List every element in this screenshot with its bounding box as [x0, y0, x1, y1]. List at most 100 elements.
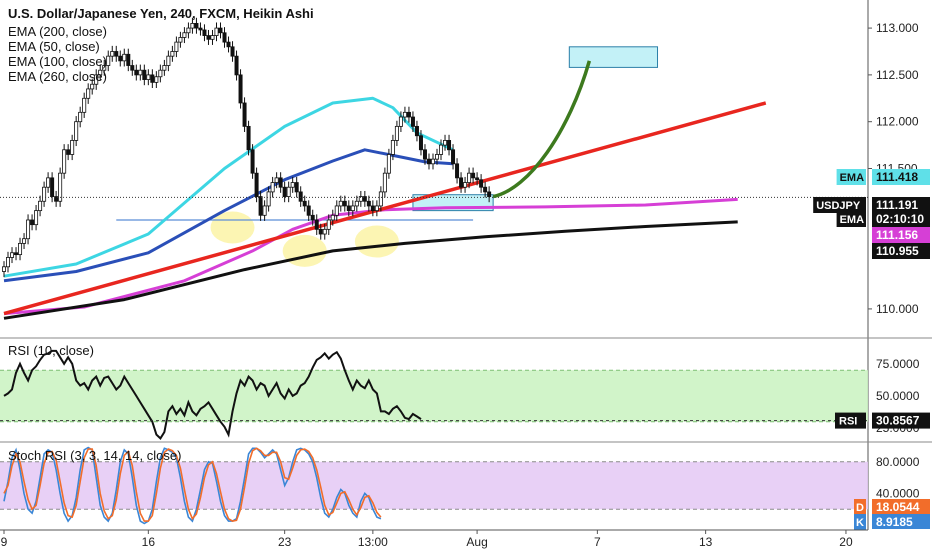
indicator-label: EMA (50, close)	[8, 39, 100, 54]
candle-body	[38, 200, 43, 212]
candle-body	[487, 191, 492, 197]
stoch-title: Stoch RSI (3, 3, 14, 14, close)	[8, 448, 181, 463]
candle-body	[326, 219, 331, 230]
candle-body	[138, 69, 143, 76]
candle-body	[122, 53, 127, 62]
x-tick-label: 13:00	[358, 535, 388, 549]
ema-line-1	[3, 148, 454, 283]
x-tick-label: 23	[278, 535, 292, 549]
candle-body	[186, 27, 191, 34]
candle-body	[330, 214, 335, 221]
price-tag-box	[813, 197, 866, 213]
y-tick-label: 112.000	[876, 115, 919, 129]
candle-body	[174, 41, 179, 52]
candle-body	[390, 140, 395, 155]
candle-body	[418, 135, 423, 151]
candle-body	[146, 74, 151, 80]
rsi-value-label: 30.8567	[876, 414, 920, 428]
candle-body	[166, 55, 171, 66]
candle-body	[190, 23, 195, 29]
candle-body	[198, 27, 203, 31]
candle-body	[194, 23, 199, 29]
candle-body	[278, 177, 283, 188]
candle-body	[410, 116, 415, 127]
candle-body	[242, 102, 247, 127]
highlight-ellipse	[354, 225, 399, 258]
candle-body	[475, 177, 480, 181]
stoch-value-label: 8.9185	[876, 515, 913, 529]
candle-body	[435, 154, 440, 160]
candle-body	[246, 125, 251, 151]
candle-body	[30, 219, 35, 226]
stoch-value-box	[872, 514, 930, 529]
main-pane: 113.000112.500112.000111.500110.000111.4…	[0, 0, 930, 530]
candle-body	[451, 149, 456, 165]
rsi-tag-label: RSI	[839, 416, 857, 428]
candle-body	[250, 149, 255, 174]
price-tag-box	[836, 211, 866, 227]
stoch-rsi-pane: 80.000040.000020.0000D18.0544K8.9185Stoc…	[0, 441, 932, 530]
candle-body	[254, 172, 259, 197]
candle-body	[306, 205, 311, 216]
rsi-value-box	[872, 412, 930, 429]
candle-body	[150, 74, 155, 83]
candle-body	[430, 158, 435, 165]
candle-body	[118, 55, 123, 62]
stoch-tag-label: D	[856, 502, 864, 514]
candle-body	[471, 172, 476, 179]
price-label-box	[872, 243, 930, 259]
candle-body	[358, 196, 363, 202]
candle-body	[270, 182, 275, 193]
countdown-label: 02:10:10	[876, 212, 924, 226]
x-tick-label: 13	[699, 535, 713, 549]
candle-body	[310, 214, 315, 221]
candle-body	[90, 83, 95, 90]
candle-body	[70, 140, 75, 155]
candle-body	[342, 200, 347, 207]
candle-body	[230, 46, 235, 57]
candle-body	[102, 65, 107, 71]
candle-body	[426, 158, 431, 165]
candle-body	[290, 182, 295, 188]
candle-body	[22, 238, 27, 244]
candle-body	[66, 149, 71, 155]
candle-body	[210, 35, 215, 40]
candle-body	[182, 32, 187, 38]
candle-body	[394, 125, 399, 141]
price-tag-label: EMA	[840, 214, 865, 226]
stoch-value-label: 18.0544	[876, 500, 920, 514]
price-tag-label: USDJPY	[816, 200, 861, 212]
zone-rectangle	[568, 46, 659, 68]
candle-body	[18, 242, 23, 256]
candle-body	[10, 252, 15, 258]
candle-body	[422, 149, 427, 160]
candle-body	[483, 186, 488, 193]
candle-body	[50, 177, 55, 197]
x-tick-label: 7	[594, 535, 601, 549]
candle-body	[234, 55, 239, 76]
stoch-tag-box	[854, 499, 866, 515]
candle-body	[318, 228, 323, 235]
rsi-line	[3, 349, 422, 440]
candle-body	[226, 41, 231, 48]
countdown-box	[872, 211, 930, 227]
candle-body	[238, 74, 243, 104]
candle-body	[206, 35, 211, 40]
candle-body	[74, 121, 79, 141]
price-label-box	[872, 227, 930, 243]
stoch-tag-label: K	[856, 517, 864, 529]
price-label-value: 111.418	[876, 170, 918, 184]
candle-body	[455, 163, 460, 179]
candle-body	[98, 69, 103, 76]
time-axis: 9 16 23 13:00 Aug 7 13 20	[0, 529, 868, 549]
candle-body	[459, 177, 464, 188]
stoch-tick-label: 80.0000	[876, 455, 920, 469]
candle-body	[402, 111, 407, 118]
candle-body	[106, 55, 111, 66]
candle-body	[378, 191, 383, 207]
indicator-label: EMA (200, close)	[8, 24, 107, 39]
candle-body	[54, 196, 59, 202]
candle-body	[286, 186, 291, 197]
